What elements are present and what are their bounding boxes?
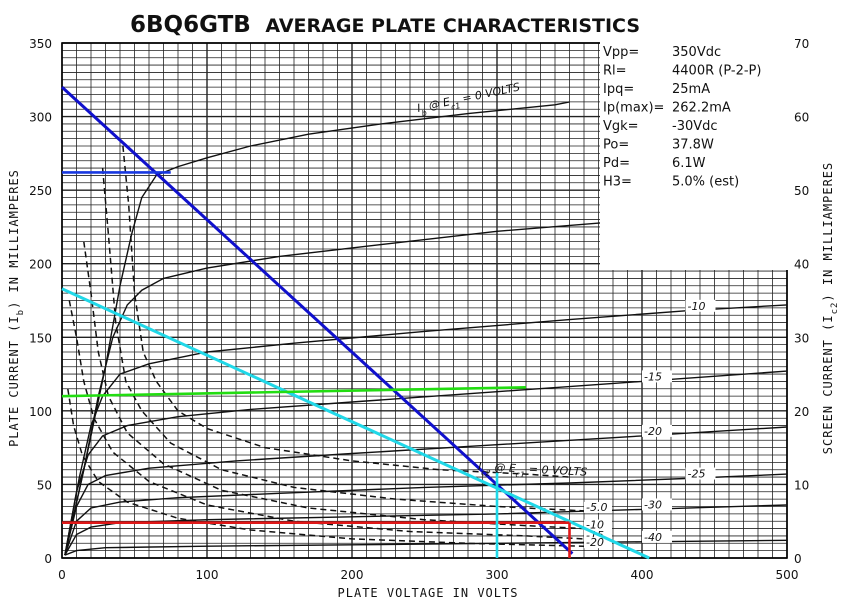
chart-title: 6BQ6GTB AVERAGE PLATE CHARACTERISTICS [130, 12, 640, 38]
screen-curve [83, 241, 585, 530]
plate-curve-label: -15 [644, 370, 662, 383]
x-tick-label: 200 [341, 568, 364, 582]
spec-value: -30Vdc [672, 119, 718, 134]
y2-axis-label: SCREEN CURRENT (Ic2) IN MILLIAMPERES [821, 162, 840, 455]
screen-curve [68, 300, 585, 540]
specs-panel-background [600, 40, 790, 270]
y-tick-label: 250 [29, 184, 52, 198]
y-tick-label: 0 [44, 552, 52, 566]
screen-zero-bias-label: Ic2 @ Ec1 = 0 VOLTS [478, 460, 588, 482]
plate-curve-label: -10 [688, 300, 706, 313]
spec-key: Ipq= [603, 82, 634, 97]
curve-label-background [642, 498, 672, 511]
y2-tick-label: 10 [794, 478, 809, 492]
spec-key: Rl= [603, 64, 627, 79]
x-axis-label: PLATE VOLTAGE IN VOLTS [338, 586, 519, 600]
plate-curve [64, 370, 788, 556]
y2-tick-label: 50 [794, 184, 809, 198]
spec-value: 262.2mA [672, 101, 731, 116]
y-tick-label: 350 [29, 37, 52, 51]
curve-label-background [584, 501, 612, 513]
screen-curve [122, 145, 570, 478]
plate-curve [64, 426, 788, 556]
spec-value: 25mA [672, 82, 710, 97]
screen-curve [67, 388, 585, 547]
plate-curve-label: -30 [644, 498, 662, 511]
spec-key: Vpp= [603, 45, 639, 60]
x-tick-label: 300 [486, 568, 509, 582]
screen-curve-label: -5.0 [586, 501, 607, 514]
y2-tick-label: 70 [794, 37, 809, 51]
plate-curve [64, 101, 570, 556]
y-tick-label: 200 [29, 258, 52, 272]
curve-label-background [642, 530, 672, 543]
chart-title-rest: AVERAGE PLATE CHARACTERISTICS [265, 15, 640, 37]
load-line [61, 287, 650, 560]
load-line [60, 86, 574, 555]
characteristic-curves: -10-15-20-25-30-40-5.0-10-15-20 [64, 101, 788, 556]
spec-key: Ip(max)= [603, 101, 664, 116]
spec-value: 5.0% (est) [672, 175, 739, 190]
curve-label-background [685, 467, 716, 480]
plate-curve-label: -20 [644, 425, 662, 438]
spec-key: H3= [603, 175, 632, 190]
spec-key: Vgk= [603, 119, 639, 134]
spec-key: Po= [603, 138, 629, 153]
y-tick-label: 150 [29, 331, 52, 345]
spec-value: 4400R (P-2-P) [672, 64, 761, 79]
operating-specs: Vpp= 350Vdc Rl= 4400R (P-2-P) Ipq= 25mA Ip(max… [600, 40, 790, 270]
curve-label-background [642, 370, 672, 383]
y2-tick-label: 20 [794, 405, 809, 419]
y2-tick-label: 60 [794, 111, 809, 125]
plate-curve [64, 304, 788, 556]
curve-label-background [584, 519, 612, 531]
plot-frame [61, 42, 788, 559]
y2-tick-label: 0 [794, 552, 802, 566]
plate-curve [64, 473, 788, 556]
plate-curve-label: -25 [688, 468, 706, 481]
curve-label-background [584, 537, 612, 549]
screen-curve [101, 168, 585, 512]
chart-title-tube: 6BQ6GTB [130, 12, 251, 38]
y2-tick-label: 40 [794, 258, 809, 272]
curve-label-background [642, 424, 672, 437]
spec-value: 350Vdc [672, 45, 721, 60]
screen-curve-label: -10 [586, 519, 604, 532]
y-axis-label: PLATE CURRENT (Ib) IN MILLIAMPERES [7, 169, 26, 447]
x-tick-label: 100 [196, 568, 219, 582]
specs-list: Vpp= 350Vdc Rl= 4400R (P-2-P) Ipq= 25mA Ip(max… [603, 45, 761, 190]
spec-value: 37.8W [672, 138, 714, 153]
operating-point-marker [61, 386, 527, 398]
plate-curve-label: -40 [644, 531, 662, 544]
y-tick-label: 50 [37, 478, 52, 492]
x-tick-label: 500 [776, 568, 799, 582]
axis-ticks: 0 100 200 300 400 500350300250200150100500706… [29, 37, 809, 582]
spec-value: 6.1W [672, 156, 706, 171]
y2-tick-label: 30 [794, 331, 809, 345]
x-tick-label: 400 [631, 568, 654, 582]
spec-key: Pd= [603, 156, 630, 171]
x-tick-label: 0 [58, 568, 66, 582]
screen-curve-label: -20 [586, 536, 604, 549]
y-tick-label: 100 [29, 405, 52, 419]
y-tick-label: 300 [29, 111, 52, 125]
curve-label-background [685, 299, 716, 312]
load-lines [60, 86, 650, 560]
